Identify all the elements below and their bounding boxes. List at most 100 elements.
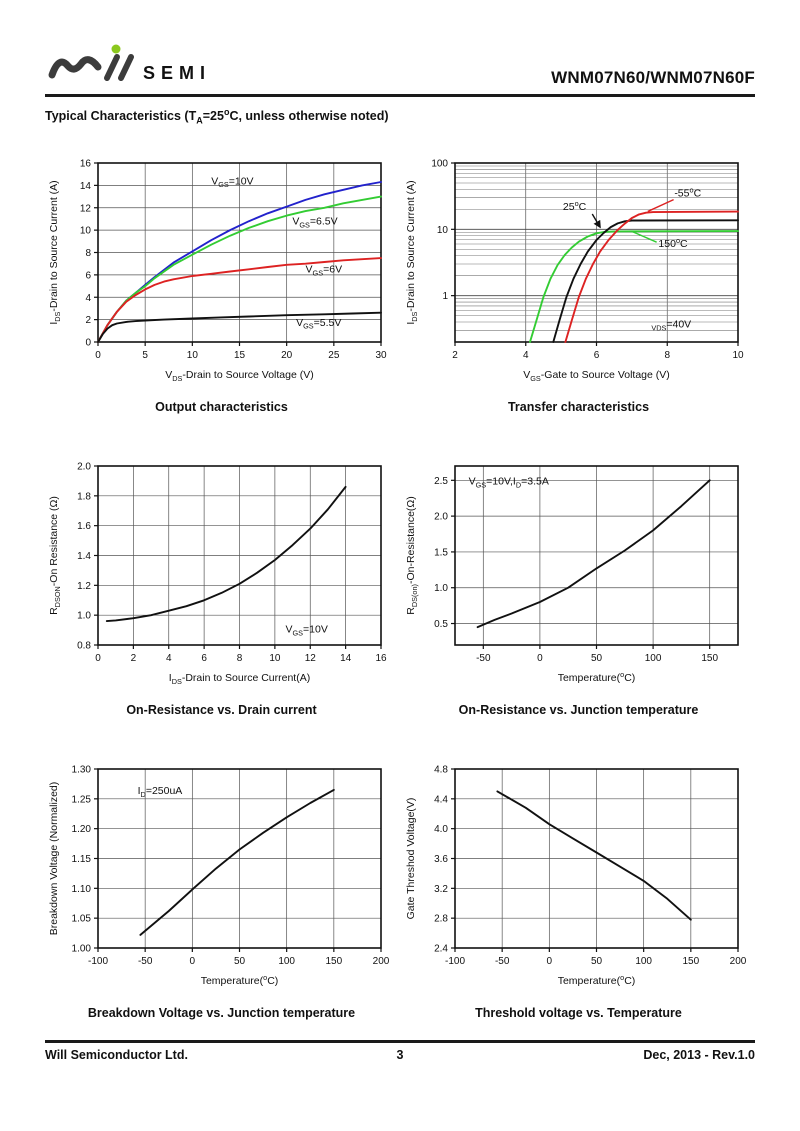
svg-text:-50: -50 [137,956,152,967]
svg-text:150: 150 [701,653,718,664]
svg-text:14: 14 [340,653,352,664]
svg-text:16: 16 [375,653,387,664]
svg-text:4: 4 [522,350,528,361]
chart-caption: Output characteristics [155,399,288,414]
svg-text:50: 50 [233,956,245,967]
chart-canvas: -50 0 50 100 150 0.5 1.0 1.5 2.0 2.5 Temperature(o… [403,453,755,691]
svg-text:6: 6 [85,270,91,281]
section-title: Typical Characteristics (TA=25oC, unless… [45,107,389,126]
footer: Will Semiconductor Ltd. 3 Dec, 2013 - Re… [45,1040,755,1062]
svg-text:100: 100 [635,956,652,967]
svg-text:ID=250uA: ID=250uA [137,785,182,799]
svg-text:0.8: 0.8 [77,640,91,651]
chart-svg: -100 -50 0 50 100 150 200 2.4 2.8 3.2 3.6 4.0 4.4 4.8… [405,764,747,987]
svg-text:10: 10 [79,225,91,236]
svg-text:100: 100 [644,653,661,664]
header: SEMI WNM07N60/WNM07N60F [45,42,755,90]
svg-text:2: 2 [130,653,136,664]
svg-text:1.05: 1.05 [71,913,91,924]
svg-text:RDS(on)-On-Resistance(Ω): RDS(on)-On-Resistance(Ω) [405,496,419,615]
svg-text:-50: -50 [476,653,491,664]
chart-canvas: -100 -50 0 50 100 150 200 2.4 2.8 3.2 3.6 4.0 4.4 4.8… [403,756,755,994]
chart-svg: 0 2 4 6 8 10 12 14 16 0.8 1.0 1.2 1.4 1.6 1.8 2.0 IDS-Dr… [48,461,387,685]
svg-text:Temperature(oC): Temperature(oC) [200,973,278,987]
svg-text:Temperature(oC): Temperature(oC) [557,973,635,987]
svg-text:0: 0 [546,956,552,967]
svg-text:VGS=10V,ID=3.5A: VGS=10V,ID=3.5A [468,475,548,489]
chart-canvas: -100 -50 0 50 100 150 200 1.00 1.05 1.10 1.15 1.20 1… [46,756,398,994]
svg-text:1.25: 1.25 [71,794,91,805]
svg-text:6: 6 [201,653,207,664]
chart-svg: -100 -50 0 50 100 150 200 1.00 1.05 1.10 1.15 1.20 1… [48,764,390,987]
footer-row: Will Semiconductor Ltd. 3 Dec, 2013 - Re… [45,1048,755,1062]
chart-caption: On-Resistance vs. Drain current [126,702,317,717]
svg-text:1.5: 1.5 [434,547,448,558]
svg-text:VGS=6.5V: VGS=6.5V [292,215,337,229]
footer-revision: Dec, 2013 - Rev.1.0 [643,1048,755,1062]
svg-text:100: 100 [431,158,448,169]
svg-text:4.4: 4.4 [434,794,448,805]
chart-on-resistance-vs-drain-current: 0 2 4 6 8 10 12 14 16 0.8 1.0 1.2 1.4 1.6 1.8 2.0 IDS-Dr… [45,453,398,717]
chart-canvas: 2 4 6 8 10 1 10 100 VGS-Gate to Source Voltage (… [403,150,755,388]
svg-text:-100: -100 [444,956,464,967]
svg-text:VGS-Gate to Source Voltage (V): VGS-Gate to Source Voltage (V) [523,369,670,383]
svg-text:Breakdown Voltage (Normalized): Breakdown Voltage (Normalized) [48,781,60,935]
svg-text:4: 4 [165,653,171,664]
chart-caption: On-Resistance vs. Junction temperature [458,702,699,717]
chart-caption: Breakdown Voltage vs. Junction temperatu… [87,1005,356,1020]
svg-text:5: 5 [142,350,148,361]
svg-text:-55oC: -55oC [674,185,701,199]
svg-text:8: 8 [236,653,242,664]
part-number: WNM07N60/WNM07N60F [551,68,755,87]
svg-text:3.2: 3.2 [434,883,448,894]
svg-text:20: 20 [281,350,293,361]
svg-text:12: 12 [304,653,316,664]
chart-svg: 2 4 6 8 10 1 10 100 VGS-Gate to Source Voltage (… [405,158,744,383]
svg-text:150: 150 [325,956,342,967]
svg-text:1.8: 1.8 [77,491,91,502]
svg-text:16: 16 [79,158,91,169]
svg-text:25oC: 25oC [562,199,586,213]
svg-text:1.2: 1.2 [77,580,91,591]
svg-text:1.0: 1.0 [77,610,91,621]
chart-transfer-characteristics: 2 4 6 8 10 1 10 100 VGS-Gate to Source Voltage (… [402,150,755,414]
svg-text:VGS=5.5V: VGS=5.5V [296,316,341,330]
svg-text:VGS=10V: VGS=10V [211,175,253,189]
svg-text:10: 10 [269,653,281,664]
svg-text:8: 8 [85,248,91,259]
chart-caption: Threshold voltage vs. Temperature [475,1005,682,1020]
svg-text:2: 2 [452,350,458,361]
chart-output-characteristics: 0 5 10 15 20 25 30 0 2 4 6 8 10 12 14 16 VDS-Drain to So… [45,150,398,414]
svg-text:1.30: 1.30 [71,764,91,775]
footer-page-number: 3 [396,1048,404,1062]
svg-text:1.0: 1.0 [434,583,448,594]
svg-text:10: 10 [186,350,198,361]
svg-text:150oC: 150oC [658,236,688,250]
chart-on-resistance-vs-junction-temperature: -50 0 50 100 150 0.5 1.0 1.5 2.0 2.5 Temperature(o… [402,453,755,717]
svg-text:10: 10 [732,350,744,361]
svg-text:50: 50 [590,956,602,967]
svg-text:VDS=40V: VDS=40V [651,318,691,332]
will-semi-logo: SEMI [45,42,241,90]
svg-text:Temperature(oC): Temperature(oC) [557,670,635,684]
svg-text:8: 8 [664,350,670,361]
svg-text:14: 14 [79,181,91,192]
svg-text:VGS=10V: VGS=10V [285,623,327,637]
logo-semi-text: SEMI [143,63,211,83]
svg-text:1.20: 1.20 [71,824,91,835]
svg-text:6: 6 [593,350,599,361]
svg-text:2.8: 2.8 [434,913,448,924]
svg-text:0: 0 [95,653,101,664]
svg-text:0: 0 [189,956,195,967]
svg-text:3.6: 3.6 [434,854,448,865]
chart-breakdown-voltage-vs-junction-temperature: -100 -50 0 50 100 150 200 1.00 1.05 1.10 1.15 1.20 1… [45,756,398,1020]
svg-text:100: 100 [278,956,295,967]
chart-svg: 0 5 10 15 20 25 30 0 2 4 6 8 10 12 14 16 VDS-Drain to So… [48,158,387,382]
charts-grid: 0 5 10 15 20 25 30 0 2 4 6 8 10 12 14 16 VDS-Drain to So… [45,150,755,1020]
svg-text:0: 0 [537,653,543,664]
svg-text:1: 1 [442,291,448,302]
svg-text:200: 200 [729,956,746,967]
chart-canvas: 0 5 10 15 20 25 30 0 2 4 6 8 10 12 14 16 VDS-Drain to So… [46,150,398,388]
svg-text:2: 2 [85,315,91,326]
svg-text:-100: -100 [87,956,107,967]
